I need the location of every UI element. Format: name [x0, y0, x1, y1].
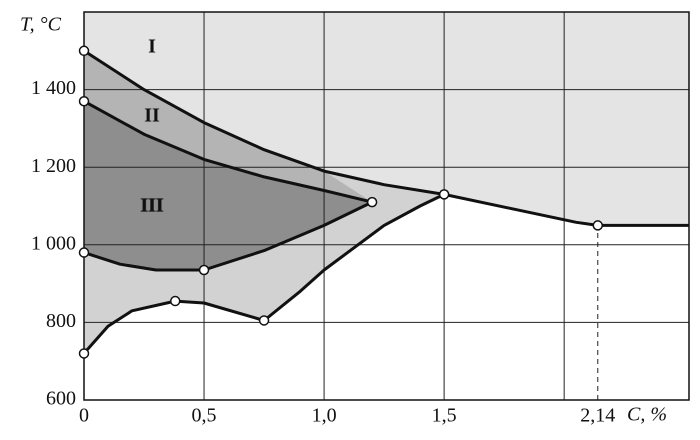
y-tick-label: 1 200 [31, 155, 76, 177]
y-tick-label: 600 [46, 388, 76, 410]
curve [83, 99, 373, 204]
region-i [84, 12, 689, 226]
region-ii [84, 50, 373, 203]
plot-frame [83, 11, 690, 401]
point-marker [78, 95, 90, 107]
region-label: II [144, 105, 160, 127]
point-marker [592, 220, 604, 231]
y-tick-label: 1 000 [31, 232, 76, 254]
y-tick-label: 800 [46, 310, 76, 332]
point-marker [78, 247, 90, 258]
regions [84, 12, 689, 354]
point-marker [78, 45, 90, 57]
x-axis-label: C, % [627, 404, 667, 426]
point-marker [258, 315, 270, 326]
x-tick-label: 1,5 [432, 405, 457, 427]
region-label: I [148, 36, 156, 58]
x-tick-label: 0,5 [192, 405, 217, 427]
region-iii [84, 101, 373, 270]
x-tick-label: 2,14 [580, 405, 615, 427]
y-axis-label: T, °C [20, 14, 62, 36]
point-marker [366, 196, 378, 208]
point-marker [78, 348, 90, 359]
y-tick-label: 1 400 [31, 77, 76, 99]
curve [83, 49, 689, 227]
x-tick-label: 1,0 [312, 405, 337, 427]
x-tick-label: 0 [79, 405, 89, 427]
point-marker [438, 189, 450, 200]
point-marker [169, 295, 181, 307]
region-label: III [140, 195, 164, 217]
point-marker [198, 264, 210, 276]
